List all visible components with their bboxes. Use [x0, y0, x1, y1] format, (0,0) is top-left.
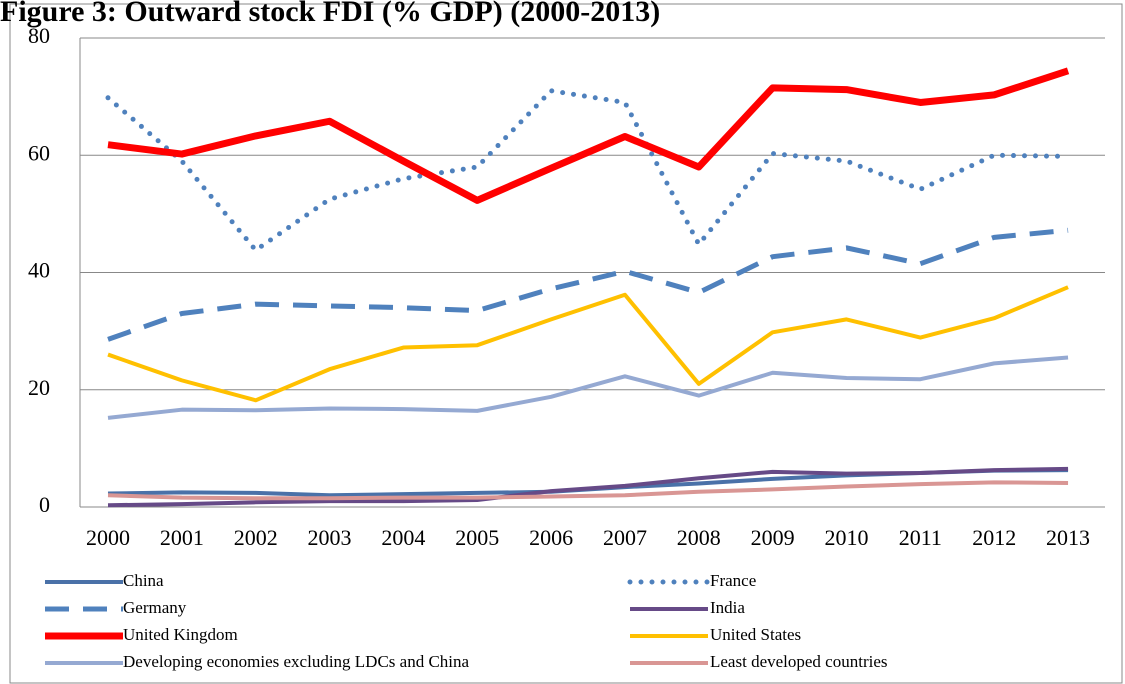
y-tick-label: 80: [28, 23, 50, 48]
series-line: [107, 466, 1069, 508]
legend-label: China: [123, 571, 164, 590]
legend-label: Developing economies excluding LDCs and …: [123, 652, 470, 671]
y-tick-label: 0: [39, 492, 50, 517]
y-tick-label: 20: [28, 375, 50, 400]
legend-label: India: [710, 598, 745, 617]
series-line: [107, 285, 1069, 403]
x-tick-label: 2009: [751, 525, 795, 550]
legend-label: France: [710, 571, 756, 590]
x-tick-label: 2001: [160, 525, 204, 550]
chart-title: Figure 3: Outward stock FDI (% GDP) (200…: [0, 0, 660, 28]
x-tick-label: 2007: [603, 525, 647, 550]
x-tick-label: 2011: [899, 525, 942, 550]
legend-label: United Kingdom: [123, 625, 238, 644]
x-tick-label: 2013: [1046, 525, 1090, 550]
y-tick-label: 40: [28, 258, 50, 283]
series-line: [107, 227, 1069, 342]
series-line: [107, 355, 1069, 420]
legend-label: Least developed countries: [710, 652, 888, 671]
chart-frame: [9, 3, 1123, 684]
series-line: [105, 88, 1071, 253]
x-tick-label: 2002: [234, 525, 278, 550]
legend-label: United States: [710, 625, 801, 644]
x-tick-label: 2003: [308, 525, 352, 550]
x-tick-label: 2006: [529, 525, 573, 550]
x-tick-label: 2000: [86, 525, 130, 550]
x-tick-label: 2004: [381, 525, 425, 550]
legend-label: Germany: [123, 598, 187, 617]
x-tick-label: 2005: [455, 525, 499, 550]
x-tick-label: 2008: [677, 525, 721, 550]
y-tick-label: 60: [28, 140, 50, 165]
series-line: [107, 480, 1069, 501]
series-line: [107, 67, 1070, 204]
x-tick-label: 2012: [972, 525, 1016, 550]
x-tick-label: 2010: [825, 525, 869, 550]
